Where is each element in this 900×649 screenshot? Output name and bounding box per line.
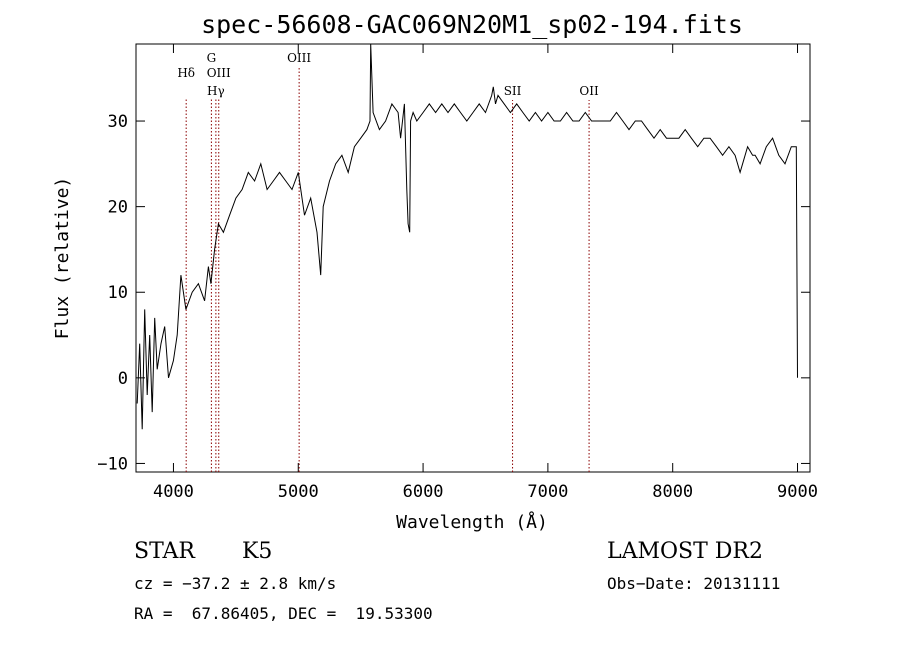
- object-class: STAR: [134, 539, 195, 564]
- y-tick-label: 30: [108, 112, 128, 132]
- line-marker-label: Hγ: [207, 84, 225, 98]
- line-marker-label: G: [207, 51, 217, 65]
- survey-name: LAMOST DR2: [607, 539, 763, 564]
- x-tick-label: 5000: [278, 482, 319, 502]
- y-tick-label: −10: [97, 454, 128, 474]
- line-marker-label: OIII: [287, 51, 311, 65]
- axis-ticks: 4000 5000 6000 7000 8000 9000 −10 0 10 20 30: [97, 44, 818, 502]
- x-tick-label: 7000: [527, 482, 568, 502]
- x-tick-label: 4000: [153, 482, 194, 502]
- ra-dec-text: RA = 67.86405, DEC = 19.53300: [134, 604, 433, 623]
- x-tick-label: 6000: [403, 482, 444, 502]
- y-tick-label: 10: [108, 283, 128, 303]
- redshift-text: cz = −37.2 ± 2.8 km/s: [134, 574, 337, 593]
- obs-date-text: Obs−Date: 20131111: [607, 574, 781, 593]
- y-axis-label: Flux (relative): [52, 177, 73, 340]
- spectrum-line: [136, 43, 798, 430]
- x-tick-label: 9000: [777, 482, 818, 502]
- chart-title: spec-56608-GAC069N20M1_sp02-194.fits: [201, 10, 743, 39]
- line-marker-label: OIII: [207, 66, 231, 80]
- y-tick-label: 0: [118, 369, 128, 389]
- line-marker-label: Hδ: [177, 66, 195, 80]
- y-tick-label: 20: [108, 198, 128, 218]
- x-axis-label: Wavelength (Å): [396, 511, 548, 533]
- object-subclass: K5: [242, 539, 273, 564]
- x-tick-label: 8000: [652, 482, 693, 502]
- line-marker-label: OII: [579, 84, 599, 98]
- plot-frame: [135, 43, 811, 473]
- line-marker-label: SII: [504, 84, 522, 98]
